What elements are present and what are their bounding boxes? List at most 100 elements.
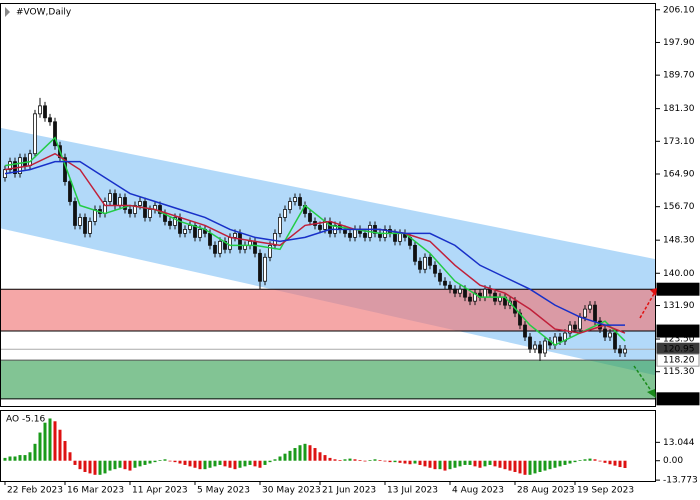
candle-body — [318, 225, 322, 230]
ao-bar — [513, 460, 517, 472]
x-tick-label: 11 Apr 2023 — [132, 486, 188, 496]
down-arrow-head — [647, 389, 656, 398]
ao-bar — [13, 456, 17, 461]
ao-bar — [153, 460, 157, 463]
candle-body — [43, 105, 47, 119]
x-tick-label: 28 Aug 2023 — [517, 486, 575, 496]
candle-body — [283, 209, 287, 218]
candle-body — [583, 308, 587, 318]
ao-bar — [208, 460, 212, 468]
level-label: 118.20 — [663, 356, 695, 366]
candle-body — [183, 229, 187, 234]
ao-bar — [78, 460, 82, 470]
ao-bar — [503, 460, 507, 470]
main-pane — [0, 97, 656, 400]
ao-y-tick-label: -13.773 — [663, 476, 698, 486]
ao-bar — [538, 460, 542, 472]
ao-bar — [368, 460, 372, 461]
ao-bar — [178, 460, 182, 464]
ao-bar — [468, 460, 472, 465]
candle-body — [288, 201, 292, 210]
ao-bar — [3, 457, 7, 461]
ao-bar — [223, 460, 227, 467]
candle-body — [393, 232, 397, 242]
y-tick-label: 131.90 — [663, 301, 695, 311]
ao-frame — [0, 410, 656, 482]
ao-bar — [393, 460, 397, 463]
x-tick-label: 21 Jun 2023 — [322, 486, 376, 496]
ao-bar — [183, 460, 187, 465]
ao-bar — [118, 460, 122, 468]
ao-bar — [298, 445, 302, 461]
ao-bar — [543, 460, 547, 471]
candle-body — [348, 232, 352, 238]
x-tick-label: 5 May 2023 — [197, 486, 250, 496]
candle-body — [113, 193, 117, 206]
candle-body — [468, 296, 472, 302]
ao-bar — [563, 460, 567, 465]
candle-body — [608, 332, 612, 338]
candle-body — [218, 240, 222, 254]
candle-body — [258, 252, 262, 282]
candle-body — [233, 232, 237, 238]
main-frame — [0, 3, 656, 407]
ao-bar — [593, 459, 597, 461]
ao-bar — [453, 460, 457, 468]
candle-body — [273, 232, 277, 246]
candle-body — [173, 217, 177, 226]
candle-body — [308, 213, 312, 222]
ao-bar — [273, 459, 277, 461]
ao-bar — [618, 460, 622, 468]
ma-line — [4, 136, 626, 346]
ao-bar — [578, 460, 582, 461]
candle-body — [138, 201, 142, 206]
candle-body — [108, 193, 112, 202]
ma-line — [4, 152, 626, 334]
candle-body — [558, 336, 562, 342]
candle-body — [463, 288, 467, 298]
ao-bar — [568, 460, 572, 464]
ao-y-tick-label: 13.044 — [663, 438, 695, 448]
level-label: 125.50 — [663, 327, 695, 337]
ao-bar — [233, 460, 237, 470]
ao-bar — [603, 460, 607, 463]
ao-bar — [623, 460, 627, 468]
ao-bar — [413, 460, 417, 464]
ao-bar — [243, 460, 247, 467]
ao-bar — [98, 460, 102, 475]
ao-bar — [358, 460, 362, 461]
candle-body — [613, 332, 617, 350]
candle-body — [38, 105, 42, 115]
ao-bar — [158, 460, 162, 461]
candle-body — [543, 340, 547, 354]
ao-bar — [588, 458, 592, 461]
candle-body — [118, 197, 122, 206]
ao-bar — [528, 460, 532, 475]
zone — [0, 289, 656, 332]
ao-bar — [318, 452, 322, 461]
ao-bar — [328, 457, 332, 461]
ao-bar — [398, 460, 402, 463]
candle-body — [418, 260, 422, 270]
candle-body — [268, 244, 272, 258]
ao-bar — [433, 460, 437, 470]
x-tick-label: 19 Sep 2023 — [577, 486, 634, 496]
ao-bar — [418, 460, 422, 465]
ao-bar — [93, 460, 97, 475]
candle-body — [228, 236, 232, 250]
x-tick-label: 22 Feb 2023 — [7, 486, 63, 496]
y-tick-label: 181.30 — [663, 104, 695, 114]
ao-bar — [278, 456, 282, 461]
ao-bar — [558, 460, 562, 467]
ao-bar — [408, 460, 412, 465]
candle-body — [443, 280, 447, 286]
candle-body — [328, 221, 332, 234]
title-icon — [5, 7, 10, 17]
ao-bar — [108, 460, 112, 471]
ao-bar — [53, 421, 57, 461]
ao-bar — [323, 455, 327, 461]
candle-body — [128, 209, 132, 214]
ao-bar — [463, 460, 467, 465]
ao-bar — [8, 456, 12, 461]
ao-bar — [428, 460, 432, 468]
